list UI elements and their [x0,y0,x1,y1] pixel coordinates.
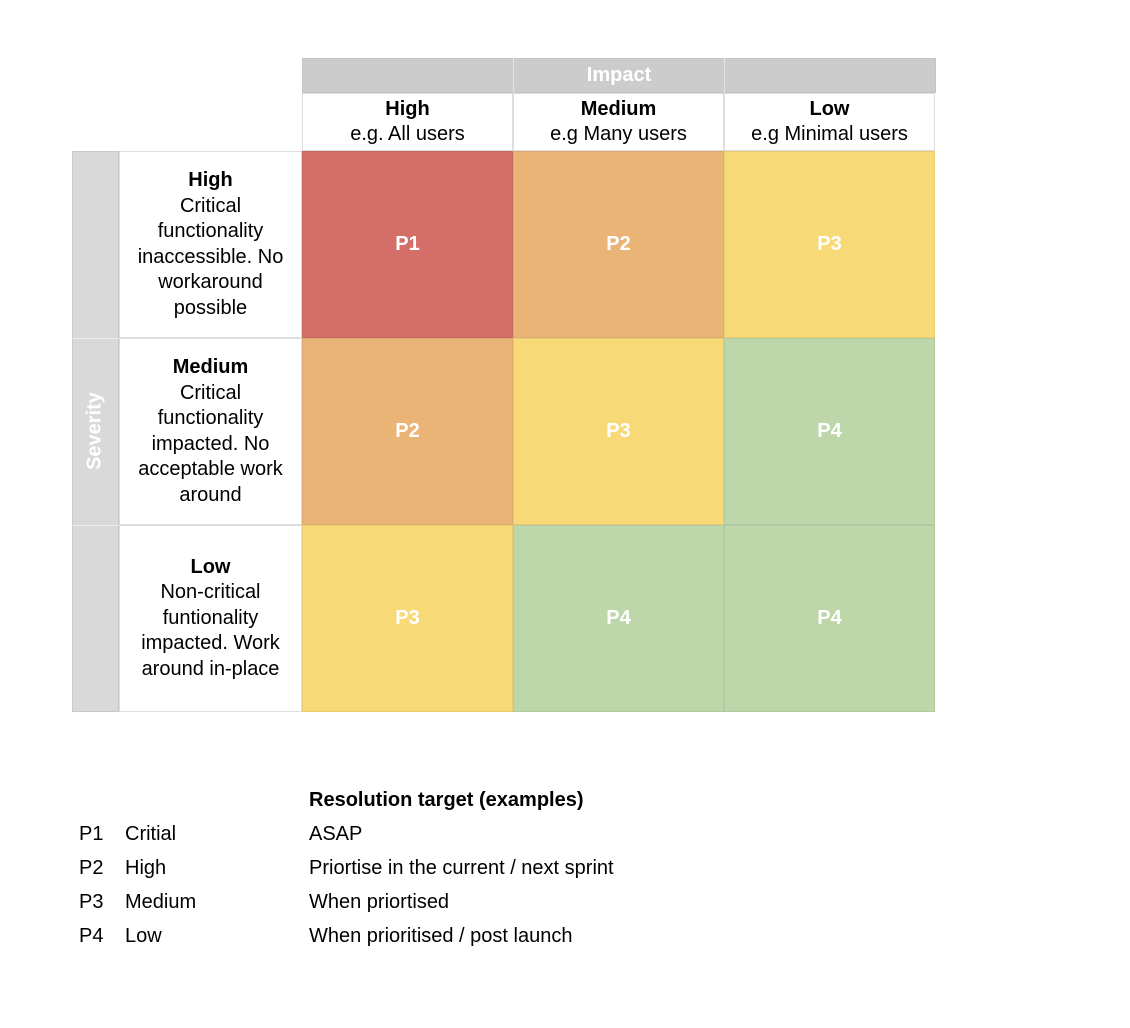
severity-divider [72,525,119,526]
priority-label: P3 [606,420,631,442]
legend-code: P1 [79,823,104,845]
impact-header: Impact [302,58,936,93]
legend-code: P3 [79,891,104,913]
priority-label: P2 [606,233,631,255]
row-title: Low [190,555,231,578]
row-description: Non-critical funtionality impacted. Work… [141,581,280,680]
priority-label: P4 [817,420,842,442]
column-title: Low [809,98,850,120]
impact-divider [513,58,514,93]
impact-column-low: Low e.g Minimal users [724,93,935,151]
priority-label: P3 [817,233,842,255]
priority-cell: P4 [513,525,724,712]
column-title: High [385,98,430,120]
legend-target: Priortise in the current / next sprint [309,857,614,879]
row-description: Critical functionality impacted. No acce… [138,381,283,506]
priority-cell: P3 [513,338,724,525]
priority-cell: P1 [302,151,513,338]
legend-code: P4 [79,925,104,947]
legend-name: Medium [125,891,197,913]
impact-divider [724,58,725,93]
priority-cell: P4 [724,338,935,525]
priority-label: P3 [395,607,420,629]
legend-target: When priortised [309,891,450,913]
priority-label: P2 [395,420,420,442]
severity-row-medium: Medium Critical functionality impacted. … [119,338,302,525]
column-subtitle: e.g. All users [350,123,465,145]
legend-target: ASAP [309,823,363,845]
priority-label: P4 [817,607,842,629]
priority-cell: P3 [724,151,935,338]
legend-name: Critial [125,823,177,845]
severity-divider [72,338,119,339]
severity-row-low: Low Non-critical funtionality impacted. … [119,525,302,712]
column-title: Medium [580,98,657,120]
resolution-target-header: Resolution target (examples) [309,789,584,811]
priority-cell: P2 [302,338,513,525]
column-subtitle: e.g Many users [550,123,687,145]
legend-name: Low [125,925,162,947]
row-description: Critical functionality inaccessible. No … [137,194,284,319]
impact-column-high: High e.g. All users [302,93,513,151]
legend-code: P2 [79,857,104,879]
priority-cell: P4 [724,525,935,712]
legend-target: When prioritised / post launch [309,925,573,947]
impact-column-medium: Medium e.g Many users [513,93,724,151]
severity-row-high: High Critical functionality inaccessible… [119,151,302,338]
priority-label: P1 [395,233,420,255]
priority-label: P4 [606,607,631,629]
priority-cell: P3 [302,525,513,712]
severity-header [72,151,119,712]
severity-label: Severity [83,392,106,470]
column-subtitle: e.g Minimal users [751,123,908,145]
impact-label: Impact [586,64,652,86]
row-title: Medium [172,356,249,378]
priority-cell: P2 [513,151,724,338]
legend-name: High [125,857,167,879]
row-title: High [188,169,233,191]
